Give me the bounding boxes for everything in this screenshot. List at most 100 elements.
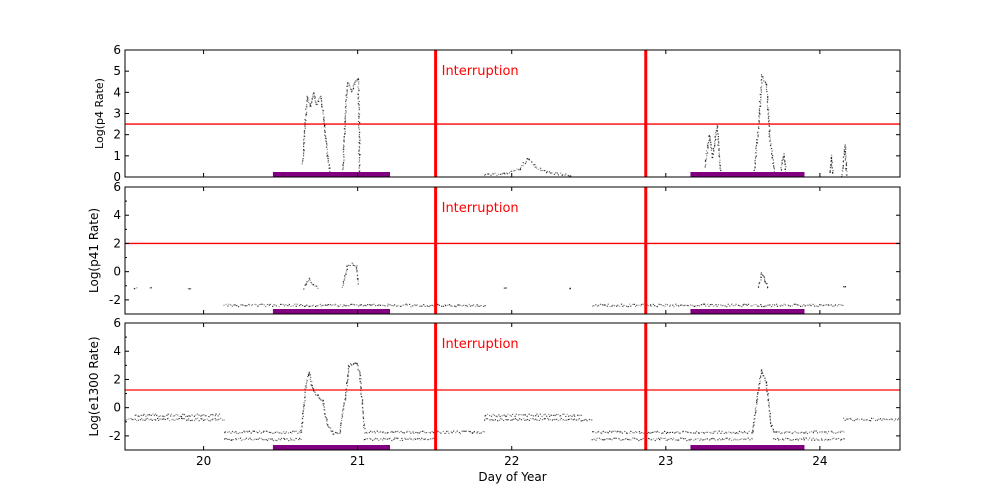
data-point bbox=[310, 102, 312, 104]
data-point bbox=[190, 288, 192, 290]
data-point bbox=[569, 287, 571, 290]
data-point bbox=[897, 417, 900, 420]
data-point bbox=[547, 417, 549, 420]
data-point bbox=[326, 153, 328, 155]
data-point bbox=[523, 418, 525, 420]
data-point bbox=[751, 437, 753, 439]
data-point bbox=[412, 439, 414, 441]
data-point bbox=[893, 420, 896, 422]
data-point bbox=[244, 431, 246, 433]
data-point bbox=[774, 431, 776, 433]
data-point bbox=[777, 437, 779, 439]
data-point bbox=[455, 306, 457, 308]
data-point bbox=[766, 390, 768, 392]
data-point bbox=[249, 437, 251, 439]
data-point bbox=[406, 431, 408, 433]
data-point bbox=[359, 113, 361, 115]
data-point bbox=[804, 305, 806, 307]
data-point bbox=[335, 431, 337, 434]
data-point bbox=[279, 439, 282, 441]
data-point bbox=[760, 99, 762, 101]
data-point bbox=[307, 280, 310, 282]
data-point bbox=[346, 89, 348, 91]
data-point bbox=[326, 304, 328, 306]
data-point bbox=[624, 430, 626, 433]
data-point bbox=[700, 438, 702, 440]
data-point bbox=[549, 415, 551, 417]
data-point bbox=[542, 169, 544, 172]
data-point bbox=[766, 105, 768, 107]
data-point bbox=[158, 415, 160, 418]
data-point bbox=[134, 418, 136, 420]
data-point bbox=[148, 419, 150, 421]
data-point bbox=[358, 90, 360, 92]
data-point bbox=[546, 172, 548, 174]
data-point bbox=[356, 271, 358, 273]
coverage-bar bbox=[272, 309, 391, 314]
data-point bbox=[393, 438, 395, 441]
data-point bbox=[766, 381, 768, 383]
data-point bbox=[320, 95, 322, 97]
data-point bbox=[831, 161, 833, 163]
data-point bbox=[706, 431, 708, 433]
data-point bbox=[356, 363, 358, 365]
data-point bbox=[137, 415, 139, 417]
data-point bbox=[845, 163, 847, 165]
data-point bbox=[465, 430, 467, 432]
data-point bbox=[310, 380, 312, 382]
data-point bbox=[400, 430, 402, 433]
data-point bbox=[136, 287, 138, 289]
data-point bbox=[759, 113, 761, 115]
data-point bbox=[767, 395, 769, 397]
data-point bbox=[753, 169, 755, 171]
data-point bbox=[642, 437, 644, 439]
data-point bbox=[863, 419, 865, 421]
data-point bbox=[354, 84, 356, 86]
data-point bbox=[762, 77, 764, 79]
data-point bbox=[512, 413, 514, 415]
data-point bbox=[841, 304, 843, 306]
data-point bbox=[320, 399, 322, 401]
data-point bbox=[844, 146, 846, 148]
data-point bbox=[439, 431, 441, 433]
data-point bbox=[761, 274, 763, 276]
data-point bbox=[833, 437, 835, 439]
data-point bbox=[604, 438, 606, 441]
data-point bbox=[632, 303, 634, 305]
data-point bbox=[630, 305, 632, 307]
data-point bbox=[759, 105, 761, 107]
data-point bbox=[718, 155, 721, 157]
data-point bbox=[783, 439, 785, 441]
data-point bbox=[723, 438, 725, 441]
data-point bbox=[307, 373, 309, 375]
data-point bbox=[348, 84, 350, 86]
data-point bbox=[520, 164, 523, 167]
data-point bbox=[535, 166, 537, 168]
coverage-bar bbox=[690, 309, 805, 314]
data-point bbox=[493, 414, 495, 416]
data-point bbox=[344, 116, 346, 118]
data-point bbox=[816, 305, 818, 307]
data-point bbox=[353, 363, 355, 365]
data-point bbox=[238, 438, 240, 440]
data-point bbox=[186, 415, 189, 417]
data-point bbox=[673, 306, 675, 308]
data-point bbox=[326, 148, 328, 150]
data-point bbox=[390, 431, 392, 433]
data-point bbox=[353, 83, 355, 85]
data-point bbox=[338, 432, 340, 434]
data-point bbox=[763, 375, 765, 377]
data-point bbox=[451, 432, 453, 434]
data-point bbox=[308, 99, 310, 101]
data-point bbox=[533, 419, 535, 421]
data-point bbox=[878, 418, 880, 420]
data-point bbox=[844, 158, 847, 160]
data-point bbox=[664, 430, 666, 432]
data-point bbox=[551, 419, 554, 421]
data-point bbox=[309, 378, 311, 380]
data-point bbox=[689, 432, 691, 434]
data-point bbox=[359, 371, 361, 373]
data-point bbox=[329, 167, 331, 169]
data-point bbox=[343, 154, 345, 156]
data-point bbox=[759, 380, 761, 382]
